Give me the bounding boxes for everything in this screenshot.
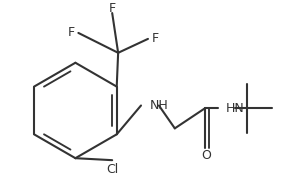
Text: F: F [109,2,116,15]
Text: HN: HN [226,102,244,115]
Text: F: F [67,26,74,40]
Text: F: F [152,32,159,45]
Text: O: O [202,149,212,162]
Text: Cl: Cl [106,163,118,176]
Text: NH: NH [150,99,169,112]
